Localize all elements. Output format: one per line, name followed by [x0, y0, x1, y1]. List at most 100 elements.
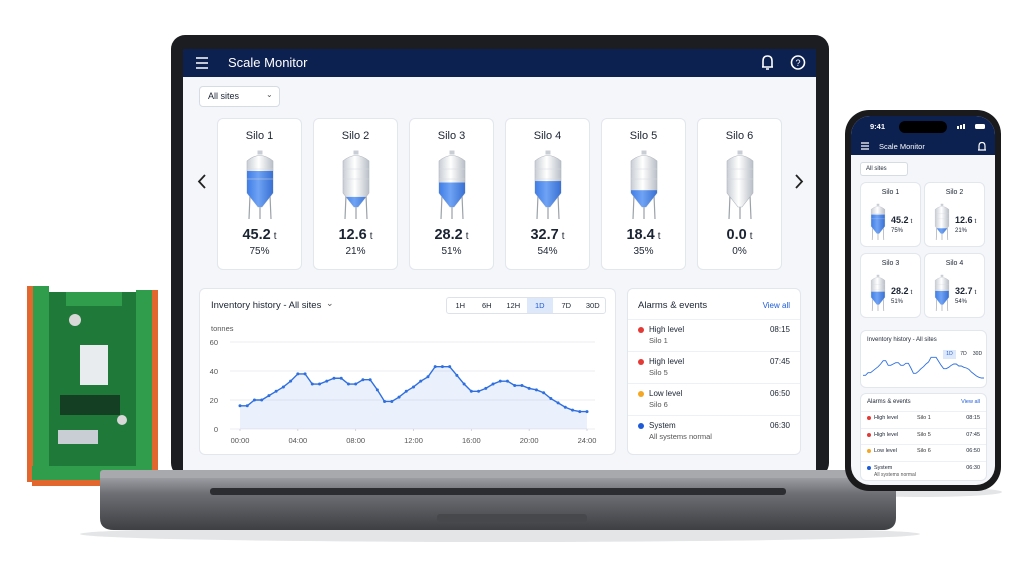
point [578, 410, 582, 414]
point [296, 372, 300, 376]
point [325, 379, 329, 383]
x-tick-label: 00:00 [231, 436, 250, 445]
silo-weight: 32.7 [955, 286, 973, 296]
silo-card[interactable]: Silo 6 0.0 t 0% [697, 118, 782, 270]
silo-cap [940, 274, 944, 277]
point [448, 365, 452, 369]
range-button[interactable]: 12H [506, 301, 521, 310]
circuit-board [27, 286, 158, 486]
range-button[interactable]: 7D [561, 301, 572, 310]
x-tick-label: 04:00 [288, 436, 307, 445]
silo-graphic [246, 150, 274, 220]
site-select[interactable]: All sites ⌄ [199, 86, 280, 107]
silo-weight: 28.2 [891, 286, 909, 296]
silo-unit: t [369, 231, 373, 242]
app-title: Scale Monitor [228, 55, 308, 70]
point [426, 375, 430, 379]
carousel-arrows[interactable] [197, 174, 804, 189]
chart-title: Inventory history - All sites [867, 337, 937, 343]
silo-level: 75% [249, 246, 270, 257]
silo-body [934, 206, 950, 234]
point [354, 382, 358, 386]
point [571, 408, 575, 412]
point [505, 379, 509, 383]
silo-band [935, 284, 949, 290]
range-button[interactable]: 6H [481, 301, 492, 310]
event-level: High level [874, 431, 899, 438]
silo-cap [353, 150, 359, 155]
phone-clock: 9:41 [870, 122, 886, 131]
silo-weight-row: 0.0 t [698, 227, 781, 243]
silo-fill [871, 291, 885, 305]
y-tick-label: 40 [210, 367, 218, 376]
point [252, 398, 256, 402]
range-button[interactable]: 30D [585, 301, 600, 310]
event-time: 06:30 [769, 421, 790, 430]
silo-card[interactable]: Silo 5 18.4 t 35% [601, 118, 686, 270]
silo-weight-row: 32.7 t [506, 227, 589, 243]
silo-weight-row: 12.6 t [955, 215, 976, 225]
silo-cap [876, 203, 880, 206]
event-source: Silo 5 [917, 431, 931, 438]
silo-level: 21% [345, 246, 366, 257]
chevron: ⌄ [326, 298, 334, 308]
view-all-link[interactable]: View all [961, 399, 980, 405]
separator [861, 427, 986, 429]
event-source: Silo 1 [917, 415, 931, 421]
point [318, 382, 322, 386]
silo-card[interactable]: Silo 3 28.2 t 51% [409, 118, 494, 270]
silo-card[interactable]: Silo 4 32.7 t 54% [505, 118, 590, 270]
separator [628, 319, 800, 320]
silo-graphic [342, 150, 370, 220]
silo-unit: t [561, 231, 565, 242]
point [462, 382, 466, 386]
silo-weight-row: 32.7 t [955, 286, 976, 296]
help-icon[interactable]: ? [795, 58, 800, 68]
silo-band [439, 168, 465, 180]
range-button[interactable]: 1D [943, 350, 956, 359]
alarms-title: Alarms & events [638, 300, 708, 311]
point [556, 401, 560, 405]
status-dot [638, 391, 644, 397]
phone-silo-card[interactable]: Silo 2 12.6 t 21% [924, 182, 985, 247]
y-tick-label: 20 [210, 396, 218, 405]
point [303, 372, 307, 376]
chevron: ⌄ [266, 90, 273, 99]
chart-title: Inventory history - All sites [211, 300, 322, 311]
silo-band [871, 284, 885, 290]
range-button[interactable]: 30D [972, 351, 983, 357]
range-button[interactable]: 1D [526, 298, 553, 313]
phone-site-select-label: All sites [866, 165, 887, 172]
phone-site-select[interactable]: All sites [860, 162, 908, 176]
range-button[interactable]: 1H [455, 301, 466, 310]
point [361, 378, 365, 382]
separator [861, 411, 986, 412]
point [390, 399, 394, 403]
phone-silo-card[interactable]: Silo 3 28.2 t 51% [860, 253, 921, 318]
x-tick-label: 20:00 [520, 436, 539, 445]
point [491, 382, 495, 386]
phone-silo-card[interactable]: Silo 1 45.2 t 75% [860, 182, 921, 247]
point [477, 389, 481, 393]
silo-name: Silo 1 [881, 189, 900, 196]
event-source: Silo 1 [649, 336, 668, 345]
silo-unit: t [910, 218, 913, 225]
silo-cap [545, 150, 551, 155]
silo-weight-row: 28.2 t [891, 286, 912, 296]
point [238, 404, 242, 408]
phone-app-title: Scale Monitor [879, 142, 925, 151]
view-all-link[interactable]: View all [762, 301, 790, 310]
range-button[interactable]: 7D [960, 351, 967, 357]
point [484, 386, 488, 390]
silo-legs [935, 227, 949, 240]
silo-graphic [870, 274, 886, 311]
point [383, 399, 387, 403]
phone-silo-card[interactable]: Silo 4 32.7 t 54% [924, 253, 985, 318]
silo-card[interactable]: Silo 2 12.6 t 21% [313, 118, 398, 270]
silo-cap [737, 150, 743, 155]
silo-card[interactable]: Silo 1 45.2 t 75% [217, 118, 302, 270]
status-dot [638, 327, 644, 333]
point [563, 405, 567, 409]
silo-unit: t [749, 231, 753, 242]
